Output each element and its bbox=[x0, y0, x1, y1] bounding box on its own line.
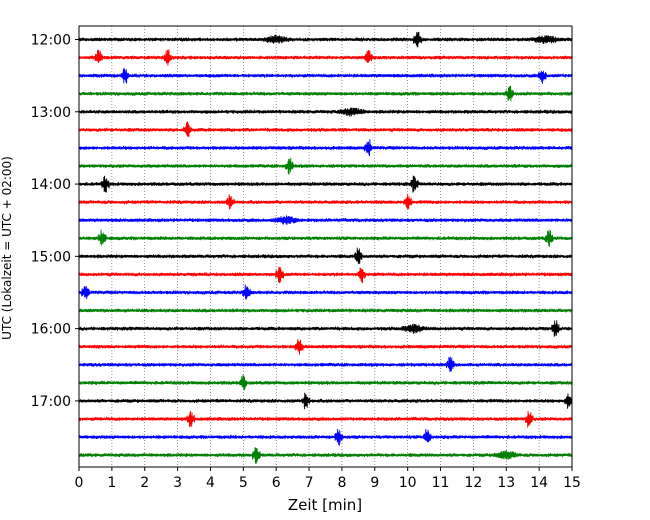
y-axis-label: UTC (Lokalzeit = UTC + 02:00) bbox=[0, 156, 14, 340]
x-tick-label-7: 7 bbox=[305, 475, 314, 491]
trace-row-1215 bbox=[78, 49, 573, 66]
x-tick-label-6: 6 bbox=[272, 475, 281, 491]
trace-row-1545 bbox=[78, 308, 573, 314]
x-tick-label-3: 3 bbox=[173, 475, 182, 491]
x-tick-label-15: 15 bbox=[563, 475, 581, 491]
trace-row-1345 bbox=[78, 157, 573, 175]
y-axis-ticks: 12:00 13:00 14:00 15:00 16:00 17:00 bbox=[31, 33, 79, 410]
trace-row-1500 bbox=[78, 247, 573, 265]
trace-row-1300 bbox=[78, 107, 573, 117]
y-tick-label-1700: 17:00 bbox=[31, 394, 71, 410]
trace-row-1245 bbox=[78, 85, 573, 102]
trace-row-1715 bbox=[78, 410, 573, 428]
y-tick-label-1400: 14:00 bbox=[31, 177, 71, 193]
trace-row-1415 bbox=[78, 193, 573, 210]
trace-row-1530 bbox=[78, 284, 573, 300]
trace-row-1745 bbox=[78, 447, 573, 464]
trace-row-1700 bbox=[78, 392, 573, 410]
trace-row-1315 bbox=[78, 121, 573, 138]
x-axis-ticks: 0 1 2 3 4 5 6 7 8 9 10 11 12 13 14 15 bbox=[75, 467, 581, 491]
x-tick-label-4: 4 bbox=[206, 475, 215, 491]
trace-row-1430 bbox=[78, 215, 573, 225]
x-tick-label-8: 8 bbox=[337, 475, 346, 491]
trace-rows bbox=[78, 31, 573, 464]
x-tick-label-14: 14 bbox=[530, 475, 548, 491]
y-tick-label-1600: 16:00 bbox=[31, 322, 71, 338]
trace-row-1200 bbox=[78, 31, 573, 48]
x-tick-label-2: 2 bbox=[140, 475, 149, 491]
trace-row-1600 bbox=[78, 320, 573, 337]
trace-row-1400 bbox=[78, 175, 573, 193]
plot-frame bbox=[78, 25, 573, 468]
trace-row-1330 bbox=[78, 139, 573, 157]
y-tick-label-1500: 15:00 bbox=[31, 249, 71, 265]
trace-row-1445 bbox=[78, 229, 573, 247]
x-tick-label-9: 9 bbox=[370, 475, 379, 491]
x-tick-label-13: 13 bbox=[497, 475, 515, 491]
x-tick-label-0: 0 bbox=[75, 475, 84, 491]
x-tick-label-11: 11 bbox=[432, 475, 450, 491]
trace-row-1730 bbox=[78, 429, 573, 446]
trace-row-1615 bbox=[78, 339, 573, 355]
trace-row-1515 bbox=[78, 266, 573, 284]
x-tick-label-10: 10 bbox=[399, 475, 417, 491]
x-tick-label-1: 1 bbox=[107, 475, 116, 491]
trace-row-1645 bbox=[78, 374, 573, 391]
trace-row-1630 bbox=[78, 356, 573, 373]
y-tick-label-1300: 13:00 bbox=[31, 105, 71, 121]
trace-row-1230 bbox=[78, 67, 573, 84]
x-tick-label-5: 5 bbox=[239, 475, 248, 491]
x-tick-label-12: 12 bbox=[464, 475, 482, 491]
y-tick-label-1200: 12:00 bbox=[31, 33, 71, 49]
x-axis-label: Zeit [min] bbox=[288, 496, 362, 514]
